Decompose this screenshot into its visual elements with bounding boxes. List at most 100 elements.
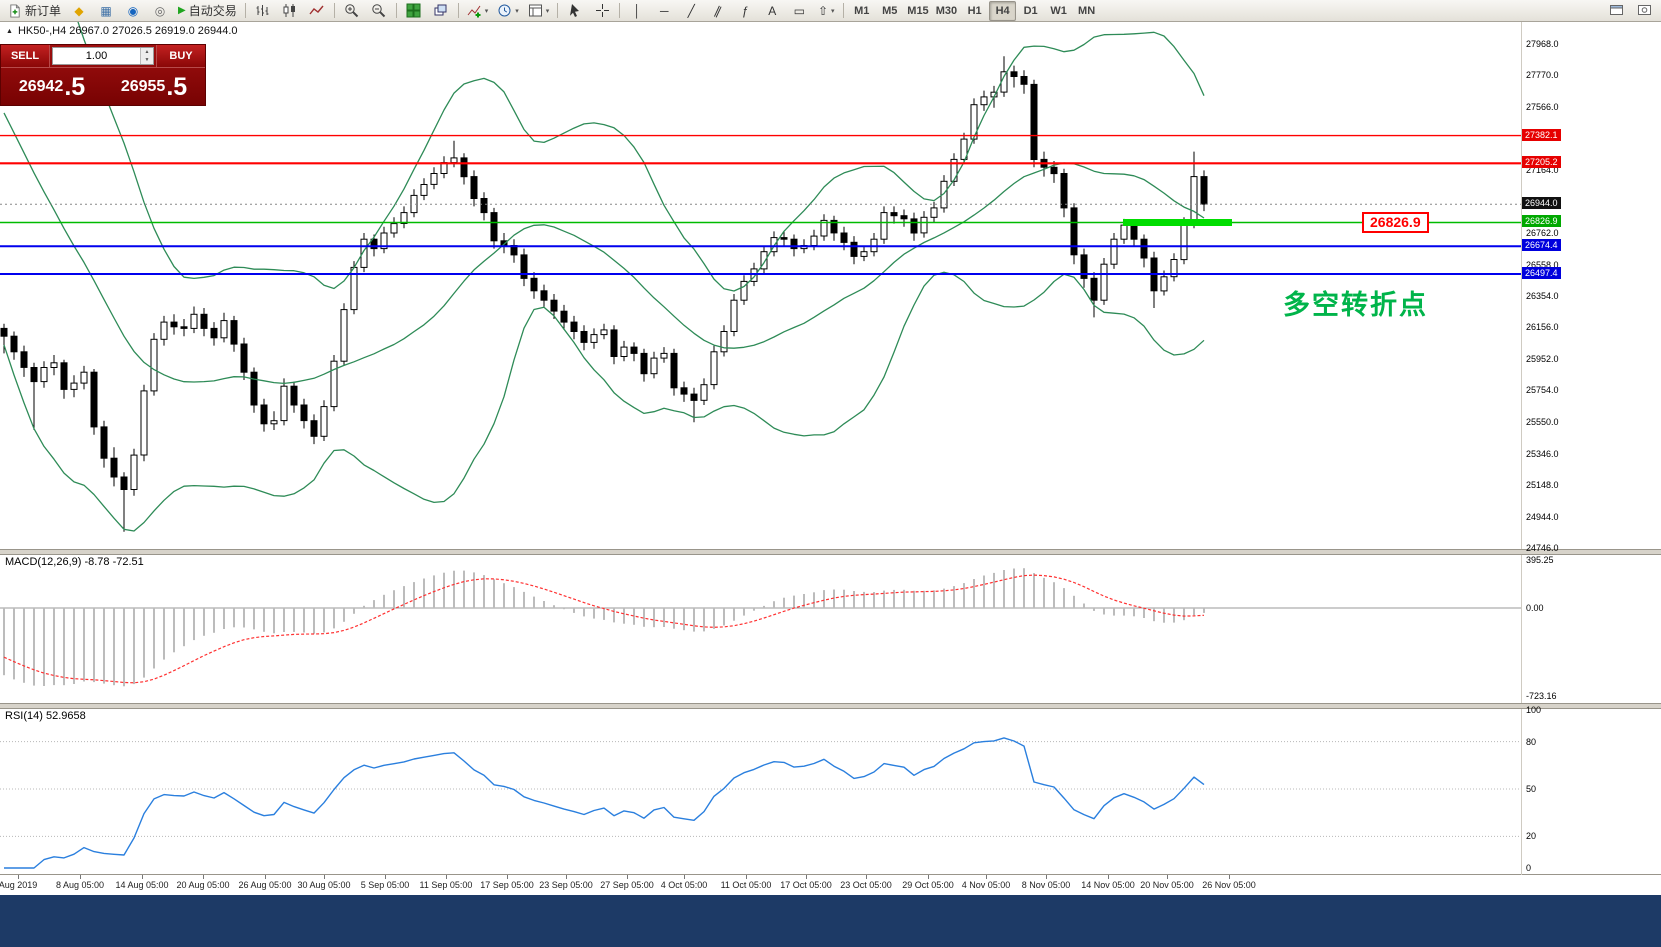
macd-axis-label: 0.00 (1526, 603, 1544, 613)
price-axis-label: 25754.0 (1526, 385, 1559, 396)
date-axis-tick (928, 875, 929, 879)
candlestick-chart-button[interactable] (277, 1, 303, 21)
toolbar-separator (557, 3, 559, 18)
new-order-button[interactable]: 新订单 (4, 1, 65, 21)
period-button[interactable]: ▾ (493, 1, 523, 21)
date-axis-border (0, 874, 1661, 875)
autotrading-play-icon: ▶ (178, 4, 186, 16)
chart-annotation: 多空转折点 (1283, 290, 1428, 320)
ohlc-bars-icon (256, 5, 269, 16)
buy-price-pip: .5 (166, 72, 188, 101)
candlestick-icon (283, 4, 296, 17)
panel-separator[interactable] (0, 703, 1661, 709)
sell-price[interactable]: 26942 .5 (1, 68, 103, 106)
date-axis-tick (1108, 875, 1109, 879)
buy-button[interactable]: BUY (156, 45, 205, 67)
sell-price-main: 26942 (18, 78, 64, 95)
volume-input[interactable]: 1.00 ▲ ▼ (52, 47, 154, 65)
line-chart-button[interactable] (304, 1, 330, 21)
sell-button[interactable]: SELL (1, 45, 50, 67)
price-axis-label: 25952.0 (1526, 354, 1559, 365)
date-axis-tick (1167, 875, 1168, 879)
rsi-label: RSI(14) 52.9658 (5, 710, 86, 722)
price-callout[interactable]: 26826.9 (1362, 212, 1429, 233)
price-axis-label: 26156.0 (1526, 322, 1559, 333)
price-axis-tag: 26944.0 (1522, 197, 1561, 210)
bottom-bar (0, 895, 1661, 947)
price-axis-label: 27164.0 (1526, 164, 1559, 175)
date-axis-label: 8 Aug 05:00 (55, 880, 105, 890)
template-button[interactable]: ▾ (524, 1, 554, 21)
main-chart-canvas[interactable] (0, 22, 1521, 549)
toolbar-separator (843, 3, 845, 18)
macd-panel-canvas[interactable] (0, 554, 1521, 703)
crosshair-button[interactable] (589, 1, 615, 21)
channel-icon: ∥ (712, 2, 724, 19)
timeframe-m30[interactable]: M30 (935, 4, 958, 17)
price-axis-label: 27566.0 (1526, 101, 1559, 112)
timeframe-h1[interactable]: H1 (967, 4, 982, 17)
toolbar: 新订单 ◆ ▦ ◉ ◎ ▶ 自动交易 ▾ ▾ ▾ │ ─ ╱ ∥ ƒ A (0, 0, 1661, 22)
date-axis-label: 11 Sep 05:00 (419, 880, 473, 890)
cursor-button[interactable] (562, 1, 588, 21)
horizontal-line-tool[interactable]: ─ (651, 1, 677, 21)
date-axis-label: 4 Nov 05:00 (961, 880, 1011, 890)
dropdown-caret-icon: ▾ (484, 7, 489, 15)
timeframe-m15[interactable]: M15 (907, 4, 929, 17)
navigator-button[interactable]: ◉ (120, 1, 146, 21)
vertical-line-tool[interactable]: │ (624, 1, 650, 21)
terminal-button[interactable]: ◎ (147, 1, 173, 21)
timeframe-d1[interactable]: D1 (1023, 4, 1038, 17)
preview-button[interactable] (1631, 1, 1657, 21)
trendline-tool[interactable]: ╱ (678, 1, 704, 21)
text-tool[interactable]: A (759, 1, 785, 21)
date-axis-label: 20 Nov 05:00 (1140, 880, 1194, 890)
autotrading-button[interactable]: ▶ 自动交易 (174, 1, 241, 21)
date-axis-label: 14 Aug 05:00 (115, 880, 169, 890)
timeframe-m5[interactable]: M5 (882, 4, 898, 17)
label-tool[interactable]: ▭ (786, 1, 812, 21)
dropdown-caret-icon: ▾ (831, 7, 835, 15)
date-axis-tick (18, 875, 19, 879)
date-axis-label: 26 Nov 05:00 (1202, 880, 1256, 890)
fibonacci-tool[interactable]: ƒ (732, 1, 758, 21)
date-axis-tick (324, 875, 325, 879)
rsi-axis-label: 0 (1526, 863, 1532, 873)
favorites-button[interactable]: ◆ (66, 1, 92, 21)
toolbar-separator (395, 3, 397, 18)
date-axis-tick (866, 875, 867, 879)
date-axis-label: 8 Nov 05:00 (1021, 880, 1071, 890)
collapse-arrow-icon: ▲ (6, 27, 13, 35)
timeframe-mn[interactable]: MN (1078, 4, 1096, 17)
new-order-label: 新订单 (25, 4, 62, 18)
print-button[interactable] (1603, 1, 1629, 21)
favorites-icon: ◆ (74, 3, 84, 18)
bar-chart-button[interactable] (250, 1, 276, 21)
arrow-tool-icon: ⇧ (817, 3, 829, 18)
toolbar-right-group (1603, 1, 1657, 21)
crosshair-icon (595, 4, 609, 17)
date-axis-tick (1046, 875, 1047, 879)
panel-separator[interactable] (0, 549, 1661, 555)
zoom-in-button[interactable] (339, 1, 365, 21)
volume-up-button[interactable]: ▲ (141, 48, 153, 56)
price-axis-label: 26558.0 (1526, 259, 1559, 270)
zoom-out-button[interactable] (366, 1, 392, 21)
market-watch-button[interactable]: ▦ (93, 1, 119, 21)
date-axis-label: 4 Oct 05:00 (660, 880, 708, 890)
toolbar-separator (333, 3, 335, 18)
rsi-panel-canvas[interactable] (0, 708, 1521, 873)
arrows-tool[interactable]: ⇧ ▾ (813, 1, 839, 21)
volume-down-button[interactable]: ▼ (141, 56, 153, 64)
timeframe-w1[interactable]: W1 (1050, 4, 1067, 17)
tile-windows-button[interactable] (401, 1, 427, 21)
timeframe-h4[interactable]: H4 (989, 0, 1017, 21)
buy-price[interactable]: 26955 .5 (103, 68, 205, 106)
channel-tool[interactable]: ∥ (705, 1, 731, 21)
price-axis-tag: 27382.1 (1522, 128, 1561, 141)
add-indicator-button[interactable]: ▾ (463, 1, 493, 21)
timeframe-m1[interactable]: M1 (854, 4, 870, 17)
date-axis-tick (684, 875, 685, 879)
cascade-windows-button[interactable] (428, 1, 454, 21)
navigator-icon: ◉ (127, 3, 139, 18)
